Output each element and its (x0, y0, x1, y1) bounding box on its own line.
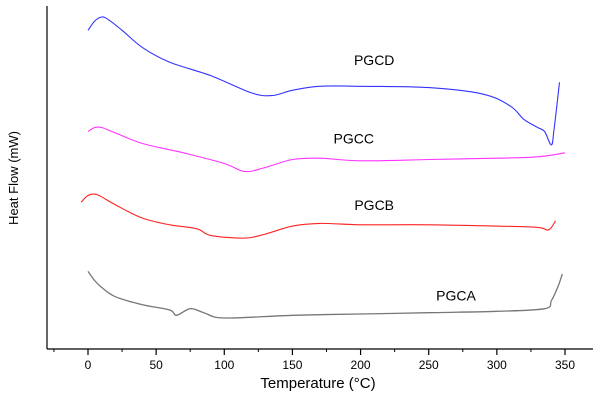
x-tick-label: 250 (419, 358, 439, 372)
y-axis-label: Heat Flow (mW) (6, 131, 21, 225)
series-line-pgcb (80, 193, 556, 239)
x-axis-label: Temperature (°C) (260, 375, 375, 392)
axes: 0 50 100 150 200 250 300 350 (46, 6, 593, 372)
series-label-pgcc: PGCC (334, 131, 374, 147)
series-line-pgca (87, 271, 563, 319)
label-layer: PGCD PGCC PGCB PGCA (334, 52, 477, 304)
x-tick-label: 100 (214, 358, 234, 372)
series-label-pgcb: PGCB (354, 197, 394, 213)
x-tick-label: 300 (487, 358, 507, 372)
x-tick-label: 150 (282, 358, 302, 372)
series-layer (80, 16, 566, 319)
series-line-pgcc (87, 126, 566, 173)
x-tick-label: 50 (149, 358, 163, 372)
x-tick-label: 0 (85, 358, 92, 372)
series-label-pgcd: PGCD (354, 52, 394, 68)
series-line-pgcd (87, 16, 561, 146)
x-tick-label: 350 (555, 358, 575, 372)
series-label-pgca: PGCA (436, 288, 476, 304)
x-tick-label: 200 (351, 358, 371, 372)
